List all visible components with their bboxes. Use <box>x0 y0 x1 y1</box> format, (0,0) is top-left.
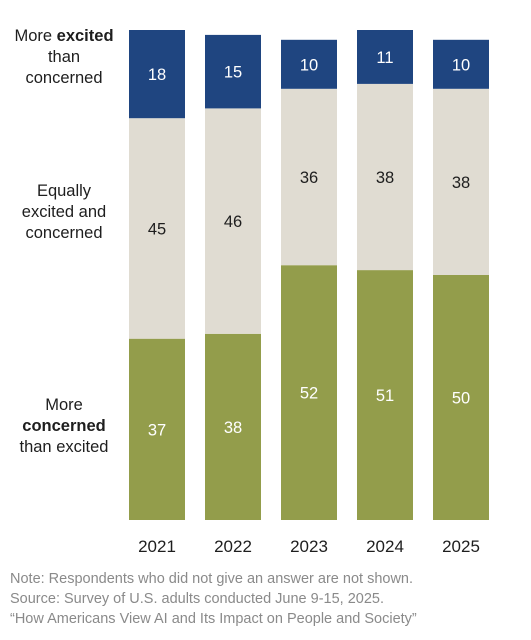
data-label-more-excited-than-concerned-2022: 15 <box>224 64 242 82</box>
source-text: Source: Survey of U.S. adults conducted … <box>10 591 385 607</box>
series-label-excited: More excited than concerned <box>14 27 114 87</box>
data-label-equally-excited-and-concerned-2025: 38 <box>452 174 470 192</box>
bar-more-concerned-than-excited-2022 <box>205 333 261 520</box>
bar-equally-excited-and-concerned-2022 <box>205 108 261 334</box>
bar-more-concerned-than-excited-2024 <box>357 270 413 520</box>
x-tick-label-2024: 2024 <box>366 537 404 556</box>
data-label-more-concerned-than-excited-2022: 38 <box>224 419 242 437</box>
data-label-more-excited-than-concerned-2024: 11 <box>376 49 393 67</box>
x-tick-label-2021: 2021 <box>138 537 176 556</box>
note-text: Note: Respondents who did not give an an… <box>10 571 414 587</box>
data-label-more-concerned-than-excited-2024: 51 <box>376 387 394 405</box>
bar-more-excited-than-concerned-2025 <box>433 39 489 89</box>
data-label-more-excited-than-concerned-2023: 10 <box>300 56 318 74</box>
data-label-more-excited-than-concerned-2021: 18 <box>148 66 166 84</box>
stacked-bar-chart: 37 45 18 2021 38 46 15 2022 52 36 10 2023 51 38 11 2024… <box>14 27 489 556</box>
x-tick-label-2023: 2023 <box>290 537 328 556</box>
x-tick-label-2022: 2022 <box>214 537 252 556</box>
bar-equally-excited-and-concerned-2024 <box>357 83 413 271</box>
data-label-more-excited-than-concerned-2025: 10 <box>452 56 470 74</box>
chart-svg: 37 45 18 2021 38 46 15 2022 52 36 10 2023 51 38 11 2024… <box>129 30 489 556</box>
data-label-equally-excited-and-concerned-2023: 36 <box>300 169 318 187</box>
bar-more-concerned-than-excited-2023 <box>281 265 337 520</box>
data-label-equally-excited-and-concerned-2024: 38 <box>376 169 394 187</box>
bar-more-excited-than-concerned-2023 <box>281 39 337 89</box>
report-title-text: “How Americans View AI and Its Impact on… <box>10 611 417 627</box>
bar-more-excited-than-concerned-2021 <box>129 30 185 119</box>
bar-equally-excited-and-concerned-2025 <box>433 88 489 275</box>
data-label-more-concerned-than-excited-2023: 52 <box>300 385 318 403</box>
chart-notes: Note: Respondents who did not give an an… <box>10 569 525 629</box>
data-label-equally-excited-and-concerned-2022: 46 <box>224 213 242 231</box>
data-label-more-concerned-than-excited-2021: 37 <box>148 421 166 439</box>
bar-more-excited-than-concerned-2022 <box>205 34 261 109</box>
series-label-concerned: More concerned than excited <box>19 396 109 456</box>
bar-more-concerned-than-excited-2021 <box>129 338 185 520</box>
series-label-equal: Equally excited and concerned <box>21 182 107 242</box>
bar-more-concerned-than-excited-2025 <box>433 275 489 520</box>
bar-more-excited-than-concerned-2024 <box>357 30 413 84</box>
data-label-equally-excited-and-concerned-2021: 45 <box>148 220 166 238</box>
x-tick-label-2025: 2025 <box>442 537 480 556</box>
data-label-more-concerned-than-excited-2025: 50 <box>452 390 470 408</box>
bar-equally-excited-and-concerned-2023 <box>281 88 337 266</box>
bar-equally-excited-and-concerned-2021 <box>129 118 185 339</box>
